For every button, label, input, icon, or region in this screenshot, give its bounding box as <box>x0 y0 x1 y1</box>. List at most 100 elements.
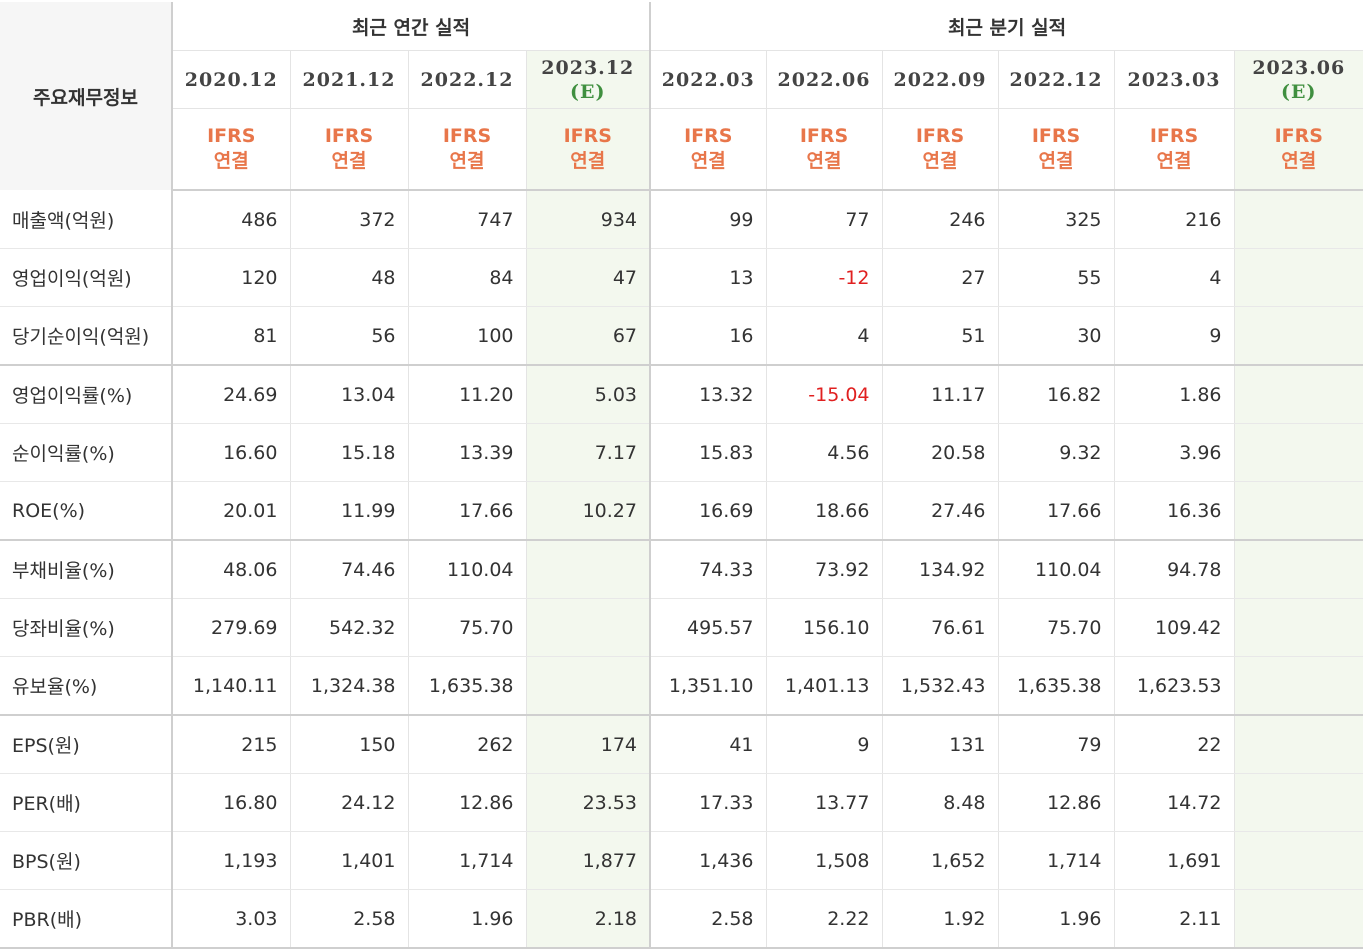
estimate-mark: (E) <box>570 80 606 103</box>
value-cell <box>1233 715 1364 774</box>
value-cell <box>1233 889 1364 949</box>
value-cell: 23.53 <box>525 773 650 832</box>
row-label: 매출액(억원) <box>0 190 173 249</box>
value-cell: 11.20 <box>407 365 526 424</box>
value-cell: 17.33 <box>649 773 766 832</box>
value-cell: 75.70 <box>997 598 1114 657</box>
value-cell: 48.06 <box>172 540 290 599</box>
value-cell: 13.77 <box>765 773 882 832</box>
value-cell: 30 <box>997 306 1114 366</box>
value-cell: 174 <box>525 715 650 774</box>
value-cell: 120 <box>172 248 290 307</box>
value-cell: 1.86 <box>1113 365 1234 424</box>
value-cell: 100 <box>407 306 526 366</box>
basis-standard: IFRS <box>915 125 965 147</box>
basis-standard: IFRS <box>1274 125 1323 147</box>
period-header: 2020.12 <box>172 50 290 109</box>
table-row: 유보율(%) 1,140.11 1,324.38 1,635.38 1,351.10 1,… <box>0 656 1364 716</box>
value-cell <box>1233 306 1364 366</box>
value-cell: 262 <box>407 715 526 774</box>
value-cell <box>1233 540 1364 599</box>
value-cell: 51 <box>881 306 998 366</box>
row-label: 영업이익률(%) <box>0 365 173 424</box>
basis-standard: IFRS <box>1149 125 1199 147</box>
basis-consolidation: 연결 <box>331 150 367 172</box>
value-cell: 279.69 <box>172 598 290 657</box>
value-cell: 1,635.38 <box>997 656 1114 716</box>
value-cell: 99 <box>649 190 766 249</box>
value-cell: 76.61 <box>881 598 998 657</box>
period-header: 2022.03 <box>649 50 766 109</box>
value-cell: 16.60 <box>172 423 290 482</box>
value-cell: 1,714 <box>997 831 1114 890</box>
value-cell <box>525 598 650 657</box>
value-cell: 9 <box>1113 306 1234 366</box>
value-cell: 16.36 <box>1113 481 1234 541</box>
value-cell: 2.22 <box>765 889 882 949</box>
value-cell: 55 <box>997 248 1114 307</box>
basis-consolidation: 연결 <box>570 150 606 172</box>
value-cell: 77 <box>765 190 882 249</box>
value-cell: 74.33 <box>649 540 766 599</box>
table-row: 부채비율(%) 48.06 74.46 110.04 74.33 73.92 134.92 1… <box>0 540 1364 599</box>
value-cell: 18.66 <box>765 481 882 541</box>
period-header: 2022.12 <box>997 50 1114 109</box>
value-cell <box>1233 423 1364 482</box>
basis-standard: IFRS <box>207 125 256 147</box>
table-row: PBR(배) 3.03 2.58 1.96 2.18 2.58 2.22 1.92 1.96 2.… <box>0 889 1364 949</box>
value-cell: 27 <box>881 248 998 307</box>
quarterly-group-header: 최근 분기 실적 <box>648 2 1364 51</box>
value-cell: 14.72 <box>1113 773 1234 832</box>
basis-consolidation: 연결 <box>922 150 958 172</box>
value-cell: 13.32 <box>649 365 766 424</box>
value-cell: 325 <box>997 190 1114 249</box>
annual-group-header: 최근 연간 실적 <box>172 2 650 51</box>
value-cell: 9.32 <box>997 423 1114 482</box>
table-row: 영업이익(억원) 120 48 84 47 13 -12 27 55 4 <box>0 248 1364 307</box>
value-cell: 94.78 <box>1113 540 1234 599</box>
value-cell: 41 <box>649 715 766 774</box>
value-cell: 934 <box>525 190 650 249</box>
basis-consolidation: 연결 <box>1156 150 1192 172</box>
value-cell: 1.96 <box>997 889 1114 949</box>
value-cell: 1,140.11 <box>172 656 290 716</box>
row-label: BPS(원) <box>0 831 173 890</box>
value-cell <box>1233 656 1364 716</box>
value-cell: 2.58 <box>649 889 766 949</box>
value-cell: 134.92 <box>881 540 998 599</box>
table-row: 순이익률(%) 16.60 15.18 13.39 7.17 15.83 4.56 20.58… <box>0 423 1364 482</box>
value-cell: 1.92 <box>881 889 998 949</box>
basis-standard: IFRS <box>1031 125 1081 147</box>
value-cell: 79 <box>997 715 1114 774</box>
value-cell: 20.01 <box>172 481 290 541</box>
value-cell: 8.48 <box>881 773 998 832</box>
value-cell <box>1233 190 1364 249</box>
corner-label: 주요재무정보 <box>0 2 173 190</box>
value-cell: 150 <box>289 715 408 774</box>
period-header-estimate: 2023.06 (E) <box>1233 50 1364 109</box>
row-label: 유보율(%) <box>0 656 173 716</box>
value-cell: 1,635.38 <box>407 656 526 716</box>
basis-header: IFRS 연결 <box>1113 108 1234 191</box>
basis-standard: IFRS <box>799 125 849 147</box>
value-cell: 246 <box>881 190 998 249</box>
value-cell: 486 <box>172 190 290 249</box>
basis-header: IFRS 연결 <box>525 108 650 191</box>
basis-consolidation: 연결 <box>1281 150 1317 172</box>
value-cell: 10.27 <box>525 481 650 541</box>
estimate-mark: (E) <box>1281 80 1317 103</box>
row-label: 당기순이익(억원) <box>0 306 173 366</box>
value-cell: 12.86 <box>997 773 1114 832</box>
value-cell: 4.56 <box>765 423 882 482</box>
value-cell: 3.96 <box>1113 423 1234 482</box>
row-label: 영업이익(억원) <box>0 248 173 307</box>
basis-header: IFRS 연결 <box>765 108 882 191</box>
value-cell <box>525 656 650 716</box>
table-row: EPS(원) 215 150 262 174 41 9 131 79 22 <box>0 715 1364 774</box>
value-cell: 110.04 <box>407 540 526 599</box>
basis-header: IFRS 연결 <box>997 108 1114 191</box>
value-cell: 84 <box>407 248 526 307</box>
value-cell <box>525 540 650 599</box>
basis-consolidation: 연결 <box>213 150 249 172</box>
value-cell: 17.66 <box>407 481 526 541</box>
